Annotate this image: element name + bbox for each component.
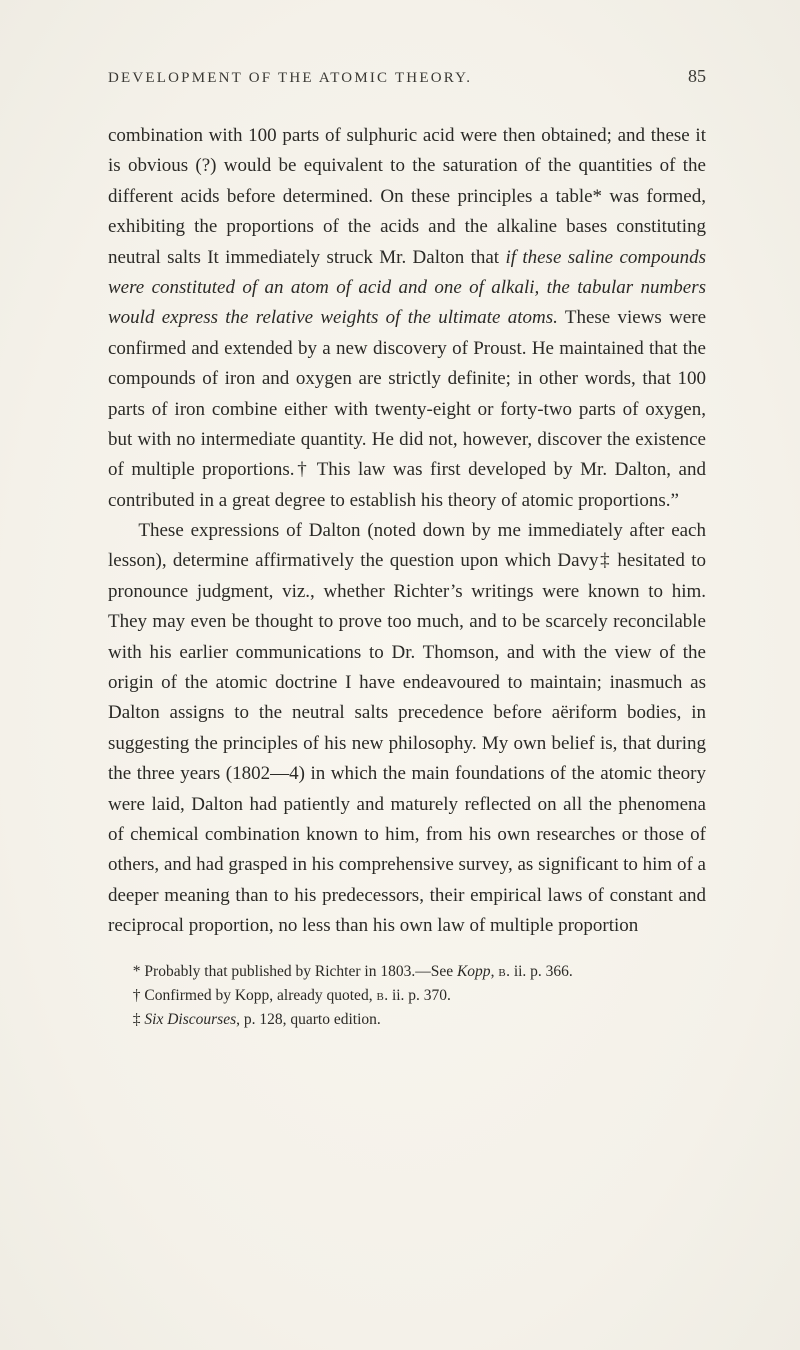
paragraph-2: These expressions of Dalton (noted down … xyxy=(108,516,706,941)
footnote-2: † Confirmed by Kopp, already quoted, b. … xyxy=(108,984,706,1008)
running-head: DEVELOPMENT OF THE ATOMIC THEORY. xyxy=(108,70,472,87)
page: DEVELOPMENT OF THE ATOMIC THEORY. 85 com… xyxy=(0,0,800,1350)
footnotes: * Probably that published by Richter in … xyxy=(108,960,706,1032)
footnote-3: ‡ Six Discourses, p. 128, quarto edition… xyxy=(108,1008,706,1032)
paragraph-1: combination with 100 parts of sulphuric … xyxy=(108,121,706,516)
page-number: 85 xyxy=(688,66,706,87)
body-text: combination with 100 parts of sulphuric … xyxy=(108,121,706,942)
header-row: DEVELOPMENT OF THE ATOMIC THEORY. 85 xyxy=(108,66,706,87)
footnote-1: * Probably that published by Richter in … xyxy=(108,960,706,984)
